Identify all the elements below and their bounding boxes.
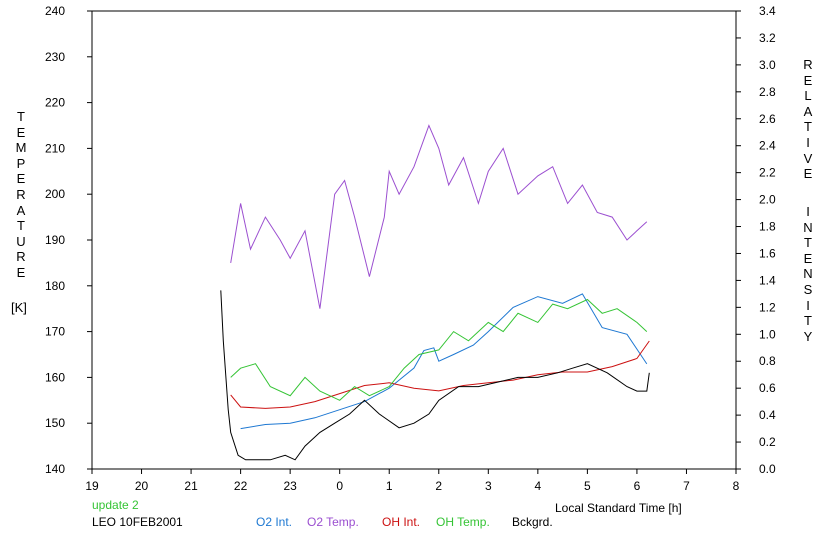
y-right-tick-label: 2.0	[759, 193, 776, 207]
x-tick-label: 3	[485, 479, 492, 493]
series-line-bckgrd	[220, 290, 650, 461]
y-left-tick-label: 210	[45, 141, 65, 155]
legend-entry-oh-temp: OH Temp.	[436, 515, 490, 529]
y-right-tick-label: 2.2	[759, 166, 776, 180]
yl-letter: E	[16, 124, 26, 140]
yr-letter: I	[806, 135, 810, 150]
x-tick-label: 8	[733, 479, 740, 493]
yr-letter: E	[803, 166, 813, 182]
y-right-tick-label: 1.4	[759, 273, 776, 287]
y-right-tick-label: 0.8	[759, 354, 776, 368]
yr2-letter: Y	[803, 328, 813, 344]
y-right-tick-label: 1.8	[759, 220, 776, 234]
y-right-tick-label: 1.6	[759, 246, 776, 260]
x-tick-label: 7	[683, 479, 690, 493]
yr-letter: E	[803, 72, 813, 88]
y-right-tick-label: 2.4	[759, 139, 776, 153]
yr-letter: R	[803, 57, 813, 72]
yl-letter: P	[16, 155, 26, 171]
y-right-tick-label: 3.0	[759, 58, 776, 72]
yl-letter: M	[15, 140, 27, 156]
x-tick-label: 21	[184, 479, 198, 493]
legend-entry-bckgrd: Bckgrd.	[512, 515, 553, 529]
y-right-tick-label: 3.4	[759, 4, 776, 18]
y-left-unit: [K]	[11, 300, 27, 315]
y-right-tick-label: 2.6	[759, 112, 776, 126]
legend-entry-o2-int: O2 Int.	[256, 515, 293, 529]
x-axis-ticks: 19 20 21 22 23 0 1 2 3 4 5 6 7 8	[85, 469, 740, 493]
y-right-tick-label: 0.2	[759, 435, 776, 449]
y-right-tick-label: 0.0	[759, 462, 776, 476]
plot-frame	[91, 10, 737, 470]
yl-letter: T	[17, 218, 25, 234]
x-tick-label: 23	[283, 479, 297, 493]
yl-letter: A	[16, 202, 26, 218]
x-tick-label: 22	[234, 479, 248, 493]
y-right-tick-label: 1.2	[759, 300, 776, 314]
y-right-tick-label: 0.4	[759, 408, 776, 422]
yl-letter: R	[16, 187, 26, 202]
y-left-tick-label: 140	[45, 462, 65, 476]
yr2-letter: N	[803, 266, 813, 282]
series-line-o2-temp	[230, 124, 648, 309]
y-left-tick-label: 170	[45, 325, 65, 339]
x-tick-label: 5	[584, 479, 591, 493]
y-left-axis-ticks: 140 150 160 170 180 190 200 210 220 230 240	[45, 4, 92, 476]
series-group	[220, 124, 650, 461]
x-tick-label: 6	[634, 479, 641, 493]
x-tick-label: 19	[85, 479, 99, 493]
x-tick-label: 2	[435, 479, 442, 493]
y-left-tick-label: 160	[45, 370, 65, 384]
yr2-letter: E	[803, 250, 813, 266]
yr-letter: L	[804, 88, 812, 104]
y-left-tick-label: 240	[45, 4, 65, 18]
legend-entry-oh-int: OH Int.	[382, 515, 421, 529]
y-right-axis-ticks: 0.0 0.2 0.4 0.6 0.8 1.0 1.2 1.4 1.6 1.8 2.0 2.2 2.4 2…	[736, 4, 776, 476]
yr-letter: V	[803, 150, 813, 166]
update-label: update 2	[92, 498, 139, 512]
yl-letter: R	[16, 249, 26, 265]
y-left-tick-label: 190	[45, 233, 65, 247]
yr-letter: A	[803, 103, 813, 119]
yr2-letter: I	[806, 204, 810, 219]
x-tick-label: 20	[135, 479, 149, 493]
y-left-tick-label: 180	[45, 279, 65, 293]
series-line-oh-int	[230, 340, 650, 409]
yr2-letter: T	[804, 235, 812, 251]
yr-letter: T	[804, 119, 812, 135]
yr2-letter: I	[806, 297, 810, 313]
y-right-tick-label: 2.8	[759, 85, 776, 99]
series-line-oh-temp	[230, 298, 648, 401]
yl-letter: U	[16, 233, 26, 249]
series-line-o2-int	[240, 293, 648, 430]
station-label: LEO 10FEB2001	[92, 515, 183, 529]
y-right-tick-label: 1.0	[759, 327, 776, 341]
y-left-tick-label: 220	[45, 96, 65, 110]
yr2-letter: T	[804, 313, 812, 329]
x-axis-label: Local Standard Time [h]	[555, 501, 682, 515]
x-tick-label: 4	[535, 479, 542, 493]
y-left-tick-label: 230	[45, 50, 65, 64]
legend-entry-o2-temp: O2 Temp.	[307, 515, 359, 529]
y-left-tick-label: 200	[45, 187, 65, 201]
yl-letter: E	[16, 171, 26, 187]
x-tick-label: 1	[386, 479, 393, 493]
x-tick-label: 0	[336, 479, 343, 493]
yl-letter: T	[17, 109, 25, 124]
y-right-tick-label: 0.6	[759, 381, 776, 395]
yl-letter: E	[16, 265, 26, 280]
y-right-tick-label: 3.2	[759, 31, 776, 45]
yr2-letter: S	[803, 282, 813, 297]
y-left-tick-label: 150	[45, 416, 65, 430]
yr2-letter: N	[803, 219, 813, 235]
